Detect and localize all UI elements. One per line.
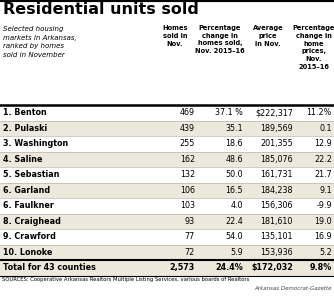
Text: 3. Washington: 3. Washington (3, 139, 68, 148)
Text: 6. Faulkner: 6. Faulkner (3, 201, 54, 210)
Bar (0, 151, 334, 167)
Text: -9.9: -9.9 (316, 201, 332, 210)
Text: 9. Crawford: 9. Crawford (3, 232, 56, 241)
Text: 11.2%: 11.2% (307, 108, 332, 117)
Text: Residential units sold: Residential units sold (3, 2, 199, 17)
Text: 77: 77 (185, 232, 195, 241)
Text: 54.0: 54.0 (225, 232, 243, 241)
Bar (0, 229, 334, 244)
Text: 4.0: 4.0 (230, 201, 243, 210)
Text: 9.8%: 9.8% (310, 263, 332, 272)
Text: $222,317: $222,317 (255, 108, 293, 117)
Text: 48.6: 48.6 (225, 155, 243, 164)
Bar (0, 105, 334, 120)
Text: 153,936: 153,936 (261, 248, 293, 257)
Bar (0, 244, 334, 260)
Text: 1. Benton: 1. Benton (3, 108, 47, 117)
Text: 37.1 %: 37.1 % (215, 108, 243, 117)
Text: 16.9: 16.9 (314, 232, 332, 241)
Text: 185,076: 185,076 (261, 155, 293, 164)
Text: 22.2: 22.2 (314, 155, 332, 164)
Text: 184,238: 184,238 (261, 186, 293, 195)
Text: 439: 439 (180, 124, 195, 133)
Bar (0, 120, 334, 136)
Text: 0.1: 0.1 (320, 124, 332, 133)
Text: 19.0: 19.0 (314, 217, 332, 226)
Text: 10. Lonoke: 10. Lonoke (3, 248, 52, 257)
Text: 9.1: 9.1 (319, 186, 332, 195)
Text: 2. Pulaski: 2. Pulaski (3, 124, 47, 133)
Bar (0, 136, 334, 151)
Text: Selected housing
markets in Arkansas,
ranked by homes
sold in November: Selected housing markets in Arkansas, ra… (3, 26, 77, 58)
Text: 189,569: 189,569 (260, 124, 293, 133)
Bar (0, 182, 334, 198)
Text: 201,355: 201,355 (260, 139, 293, 148)
Text: 161,731: 161,731 (261, 170, 293, 179)
Bar (0, 213, 334, 229)
Text: 8. Craighead: 8. Craighead (3, 217, 61, 226)
Text: 24.4%: 24.4% (215, 263, 243, 272)
Text: 156,306: 156,306 (261, 201, 293, 210)
Text: 18.6: 18.6 (225, 139, 243, 148)
Text: 22.4: 22.4 (225, 217, 243, 226)
Text: SOURCES: Cooperative Arkansas Realtors Multiple Listing Services, various boards: SOURCES: Cooperative Arkansas Realtors M… (2, 278, 249, 283)
Text: Average
price
in Nov.: Average price in Nov. (253, 25, 283, 46)
Text: 5. Sebastian: 5. Sebastian (3, 170, 59, 179)
Bar (0, 198, 334, 213)
Text: 35.1: 35.1 (225, 124, 243, 133)
Text: 255: 255 (180, 139, 195, 148)
Text: Total for 43 counties: Total for 43 counties (3, 263, 96, 272)
Text: 5.9: 5.9 (230, 248, 243, 257)
Text: 93: 93 (185, 217, 195, 226)
Text: 469: 469 (180, 108, 195, 117)
Bar (0, 167, 334, 182)
Text: 21.7: 21.7 (314, 170, 332, 179)
Text: Arkansas Democrat-Gazette: Arkansas Democrat-Gazette (255, 286, 332, 290)
Bar (0, 0, 334, 24)
Text: 103: 103 (180, 201, 195, 210)
Text: 106: 106 (180, 186, 195, 195)
Bar (0, 260, 334, 275)
Text: Percentage
change in
homes sold,
Nov. 2015–16: Percentage change in homes sold, Nov. 20… (195, 25, 245, 54)
Text: 12.9: 12.9 (314, 139, 332, 148)
Text: 2,573: 2,573 (170, 263, 195, 272)
Text: 72: 72 (185, 248, 195, 257)
Text: 181,610: 181,610 (261, 217, 293, 226)
Text: 4. Saline: 4. Saline (3, 155, 42, 164)
Text: Percentage
change in
home
prices,
Nov.
2015–16: Percentage change in home prices, Nov. 2… (293, 25, 334, 70)
Text: Homes
sold in
Nov.: Homes sold in Nov. (162, 25, 188, 46)
Text: 16.5: 16.5 (225, 186, 243, 195)
Text: $172,032: $172,032 (251, 263, 293, 272)
Text: 162: 162 (180, 155, 195, 164)
Text: 50.0: 50.0 (225, 170, 243, 179)
Text: 5.2: 5.2 (319, 248, 332, 257)
Text: 132: 132 (180, 170, 195, 179)
Text: 6. Garland: 6. Garland (3, 186, 50, 195)
Text: 135,101: 135,101 (261, 232, 293, 241)
